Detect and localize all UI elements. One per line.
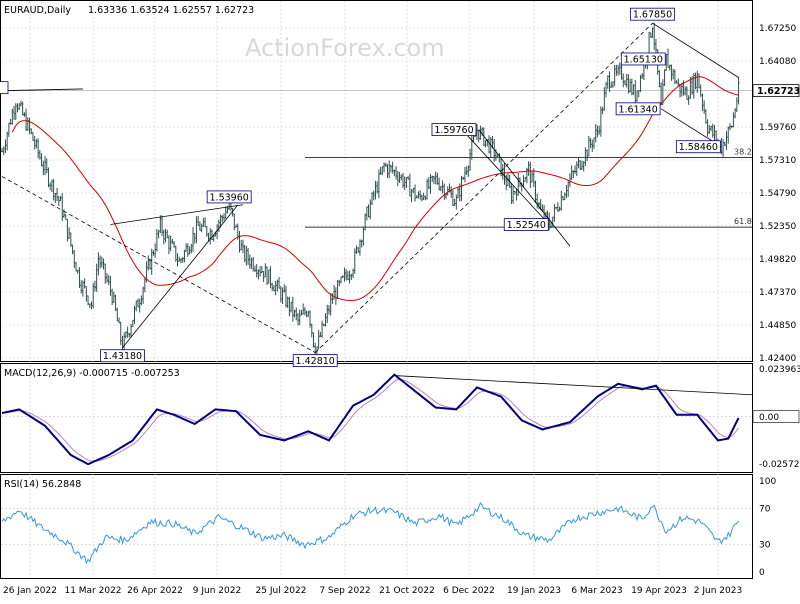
fib-38-2-label: 38.2: [734, 147, 752, 156]
ma-path: [11, 76, 739, 302]
x-tick-label: 25 Jul 2022: [256, 586, 307, 596]
x-tick-label: 26 Jan 2022: [3, 586, 57, 596]
trendline: [314, 22, 653, 353]
x-tick-label: 7 Sep 2022: [319, 586, 370, 596]
rsi-y-tick: 30: [759, 541, 771, 551]
price-label-box: [100, 349, 145, 363]
price-label: 1.65130: [624, 54, 663, 65]
y-tick-label: 1.52350: [759, 222, 796, 232]
x-tick-label: 11 Mar 2022: [64, 586, 121, 596]
x-tick-label: 19 Apr 2023: [631, 586, 687, 596]
rsi-y-tick: 100: [759, 477, 776, 487]
price-label-box: [620, 52, 666, 66]
price-series: [0, 22, 740, 363]
rsi-title: RSI(14) 56.2848: [4, 479, 81, 490]
x-tick-label: 6 Mar 2023: [571, 586, 622, 596]
chart-symbol: EURAUD,Daily: [4, 5, 71, 16]
price-label-box: [431, 123, 477, 137]
price-label: 1.42810: [296, 356, 335, 367]
price-label-box: [503, 218, 549, 231]
trendlines: [1, 22, 739, 353]
trendline: [110, 204, 243, 225]
chart-ohlc: 1.63336 1.63524 1.62557 1.62723: [88, 5, 254, 16]
price-label: 1.61340: [618, 104, 657, 115]
x-tick-label: 19 Jan 2023: [507, 586, 561, 596]
x-tick-label: 26 Apr 2022: [127, 586, 183, 596]
macd-panel: [0, 363, 753, 473]
price-label: 1.58460: [679, 142, 718, 153]
macd-series: [1, 373, 753, 466]
y-tick-label: 1.67250: [759, 24, 796, 34]
y-tick-label: 1.54790: [759, 189, 796, 199]
price-label: 1.43180: [103, 351, 142, 362]
x-tick-label: 6 Dec 2022: [443, 586, 495, 596]
price-labels: 1.67850 1.65130 1.61340 1.59760 1.58460 1.539…: [0, 7, 800, 368]
price-label: 1.53960: [210, 192, 249, 203]
y-tick-label: 1.64080: [759, 57, 796, 67]
x-tick-label: 9 Jun 2022: [193, 586, 241, 596]
price-label: 1.59760: [434, 125, 473, 136]
macd-trendline: [394, 375, 753, 396]
rsi-y-tick: 70: [759, 504, 771, 514]
rsi-series: [1, 501, 752, 565]
fib-61-8-label: 61.8: [734, 217, 752, 226]
moving-average-line: [11, 76, 739, 302]
grid-layer: [1, 1, 752, 578]
y-tick-label: 1.47370: [759, 288, 796, 298]
trendline: [1, 176, 316, 353]
macd-line: [1, 373, 740, 466]
y-tick-label: 1.42400: [759, 354, 796, 364]
price-label: 1.67850: [633, 10, 672, 21]
trendline: [462, 130, 550, 225]
rsi-y-tick: 0: [759, 568, 765, 578]
price-label: 1.52540: [507, 220, 546, 231]
left-edge-label-box: [0, 81, 9, 95]
rsi-panel: [0, 474, 753, 579]
x-tick-label: 21 Oct 2022: [379, 586, 435, 596]
y-tick-label: 1.49820: [759, 255, 796, 265]
price-label-box: [630, 7, 675, 21]
price-label-box: [675, 140, 721, 154]
last-price-tag-label: 1.62723: [757, 86, 800, 97]
price-label-box: [206, 190, 252, 204]
macd-value-tag: [752, 410, 800, 423]
trendline: [1, 88, 83, 92]
axis-layer: 26 Jan 2022 11 Mar 2022 26 Apr 2022 9 Jun 2…: [3, 24, 800, 596]
macd-title: MACD(12,26,9) -0.000715 -0.007253: [4, 368, 180, 379]
price-label-box: [615, 102, 661, 116]
macd-y-tick: 0.023963: [759, 365, 800, 375]
y-tick-label: 1.57310: [759, 156, 796, 166]
y-tick-label: 1.59760: [759, 123, 796, 133]
trendline: [122, 204, 239, 348]
macd-y-tick: -0.025726: [759, 460, 800, 470]
macd-value-tag-label: 0.00: [759, 413, 779, 423]
trendline: [652, 22, 739, 78]
rsi-line: [1, 501, 739, 565]
macd-signal-line: [1, 378, 740, 462]
price-label-box: [292, 354, 338, 368]
x-tick-label: 2 Jun 2023: [694, 586, 742, 596]
trendline: [478, 129, 571, 247]
last-price-tag: [752, 84, 800, 98]
y-tick-label: 1.44850: [759, 321, 796, 331]
